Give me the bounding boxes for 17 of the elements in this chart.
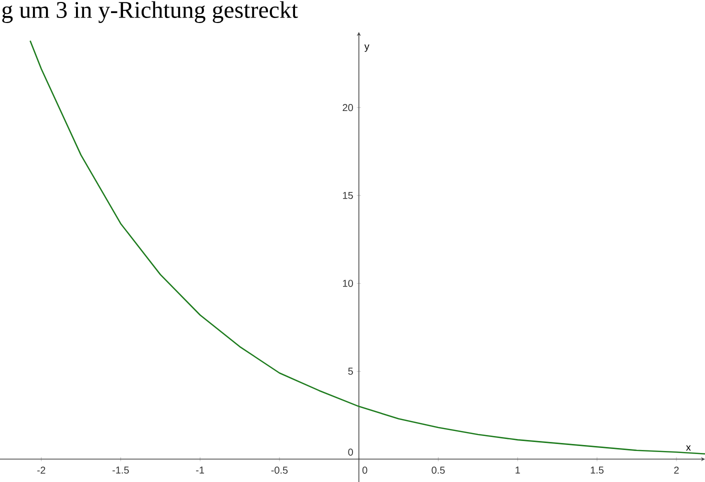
x-tick-label: 0.5 xyxy=(432,466,445,474)
chart-title: g um 3 in y-Richtung gestreckt xyxy=(2,1,298,23)
y-tick-label: 20 xyxy=(342,104,353,112)
x-tick-label: -1 xyxy=(196,466,204,474)
y-tick-label: 0 xyxy=(348,448,353,456)
x-tick-label: -2 xyxy=(37,466,46,474)
x-axis-title: x xyxy=(686,445,691,451)
y-tick-label: 5 xyxy=(348,368,353,375)
x-tick-label: 2 xyxy=(674,466,679,474)
x-tick-label: 1 xyxy=(516,466,520,474)
x-tick-label: 0 xyxy=(362,466,368,474)
x-tick-label: -1.5 xyxy=(112,466,129,474)
y-axis-title: y xyxy=(364,44,370,52)
x-tick-label: 1.5 xyxy=(590,466,604,474)
y-tick-label: 15 xyxy=(343,192,353,199)
y-tick-label: 10 xyxy=(343,280,353,287)
x-tick-label: -0.5 xyxy=(271,466,288,474)
